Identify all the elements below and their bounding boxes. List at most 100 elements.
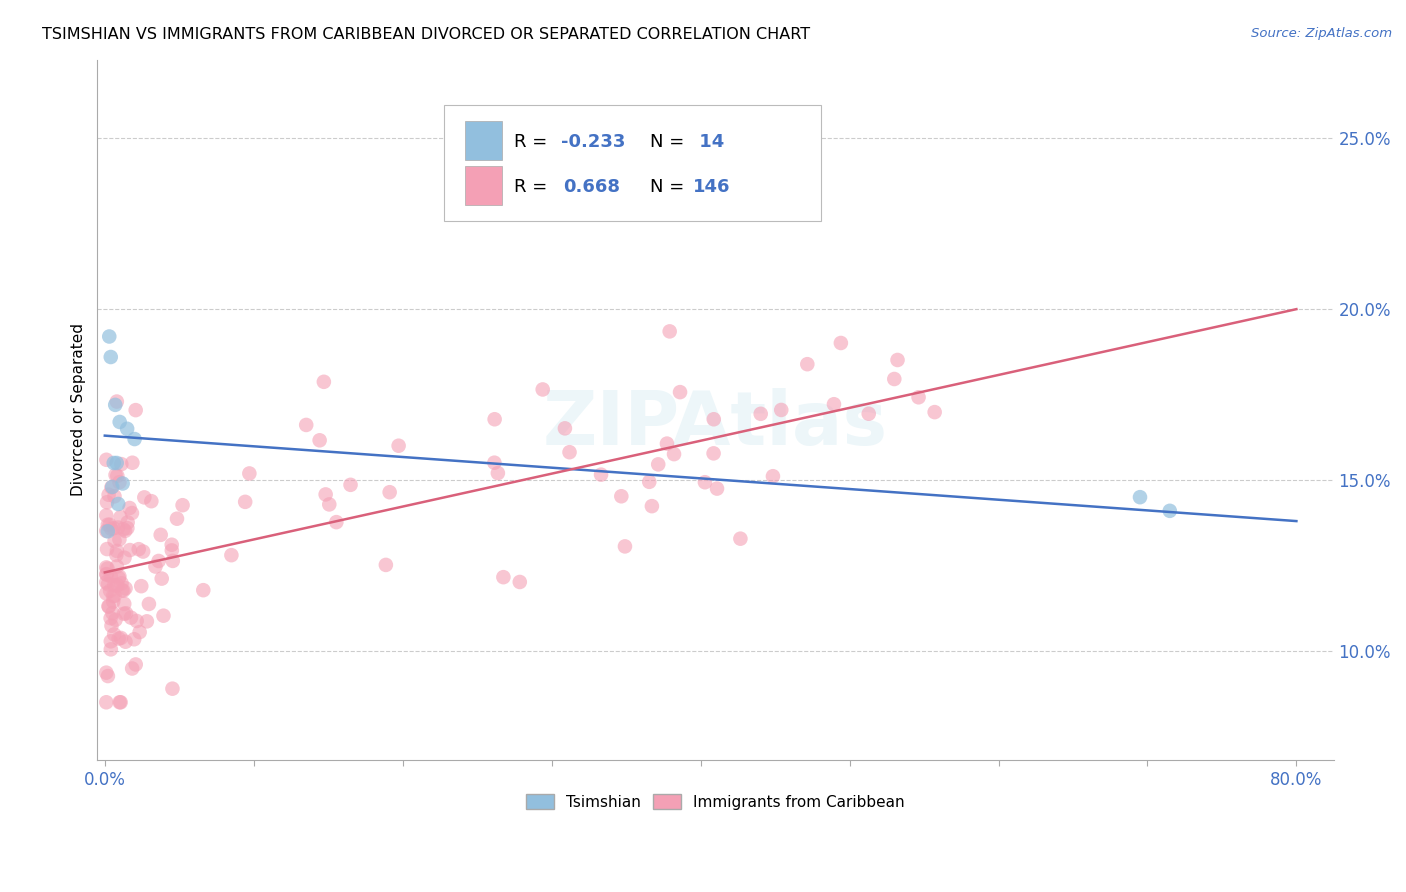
- Point: [125, 403, 148, 417]
- Point: [120, 610, 142, 624]
- Point: [193, 583, 215, 598]
- Point: [96, 575, 118, 590]
- Point: [108, 533, 131, 547]
- Point: [96, 542, 118, 557]
- Text: -0.233: -0.233: [561, 133, 626, 152]
- Point: [118, 543, 141, 558]
- Point: [96, 561, 118, 575]
- Point: [108, 569, 131, 583]
- Point: [388, 439, 411, 453]
- Point: [703, 412, 725, 426]
- Point: [96, 665, 118, 680]
- Point: [96, 567, 118, 582]
- Point: [124, 432, 146, 446]
- Point: [886, 353, 908, 368]
- Point: [312, 375, 335, 389]
- Point: [610, 489, 633, 503]
- Point: [112, 583, 135, 598]
- Point: [484, 412, 506, 426]
- Text: 0.668: 0.668: [564, 178, 620, 196]
- Point: [103, 594, 125, 608]
- Point: [221, 548, 243, 562]
- Point: [295, 417, 318, 432]
- Point: [107, 571, 129, 585]
- Point: [110, 631, 132, 645]
- Point: [96, 695, 118, 709]
- Point: [105, 548, 128, 562]
- Point: [100, 480, 122, 494]
- Point: [105, 394, 128, 409]
- Point: [114, 581, 136, 595]
- Point: [762, 469, 785, 483]
- Point: [641, 499, 664, 513]
- Point: [658, 325, 681, 339]
- Y-axis label: Divorced or Separated: Divorced or Separated: [72, 324, 86, 497]
- Point: [105, 456, 128, 470]
- Point: [104, 467, 127, 482]
- Point: [117, 521, 139, 535]
- Text: N =: N =: [650, 133, 690, 152]
- Point: [128, 625, 150, 640]
- Point: [315, 487, 337, 501]
- Point: [98, 329, 121, 343]
- Point: [318, 497, 340, 511]
- Point: [107, 497, 129, 511]
- Point: [613, 540, 636, 554]
- Point: [655, 436, 678, 450]
- Point: [96, 524, 118, 538]
- Point: [96, 495, 118, 509]
- Point: [112, 522, 135, 536]
- Point: [108, 695, 131, 709]
- Point: [100, 642, 122, 657]
- Point: [97, 599, 120, 614]
- Point: [162, 681, 184, 696]
- Point: [662, 447, 685, 461]
- Point: [108, 475, 131, 490]
- Point: [1159, 504, 1181, 518]
- Point: [98, 583, 121, 598]
- Point: [103, 521, 125, 535]
- Point: [492, 570, 515, 584]
- FancyBboxPatch shape: [464, 166, 502, 204]
- Point: [114, 550, 136, 565]
- Point: [128, 542, 150, 557]
- Point: [105, 468, 128, 483]
- Point: [325, 515, 347, 529]
- Point: [96, 560, 118, 574]
- Point: [100, 569, 122, 583]
- Point: [100, 350, 122, 364]
- Point: [122, 632, 145, 647]
- Point: [558, 445, 581, 459]
- Point: [97, 488, 120, 502]
- Point: [796, 357, 818, 371]
- FancyBboxPatch shape: [443, 105, 821, 221]
- Point: [100, 522, 122, 536]
- Point: [121, 456, 143, 470]
- Point: [118, 501, 141, 516]
- Point: [378, 485, 401, 500]
- Point: [129, 579, 152, 593]
- Point: [96, 508, 118, 523]
- Point: [823, 397, 845, 411]
- Point: [693, 475, 716, 490]
- Point: [638, 475, 661, 489]
- Point: [883, 372, 905, 386]
- Point: [97, 524, 120, 539]
- Point: [706, 482, 728, 496]
- Point: [730, 532, 752, 546]
- Point: [162, 554, 184, 568]
- Point: [554, 421, 576, 435]
- Point: [160, 543, 183, 558]
- Point: [149, 528, 172, 542]
- Point: [101, 480, 124, 494]
- Point: [703, 446, 725, 460]
- Point: [160, 538, 183, 552]
- Point: [486, 466, 509, 480]
- Point: [152, 608, 174, 623]
- Point: [100, 634, 122, 648]
- Text: 146: 146: [693, 178, 731, 196]
- Point: [97, 599, 120, 614]
- Point: [100, 618, 122, 632]
- Point: [148, 554, 170, 568]
- Point: [907, 390, 929, 404]
